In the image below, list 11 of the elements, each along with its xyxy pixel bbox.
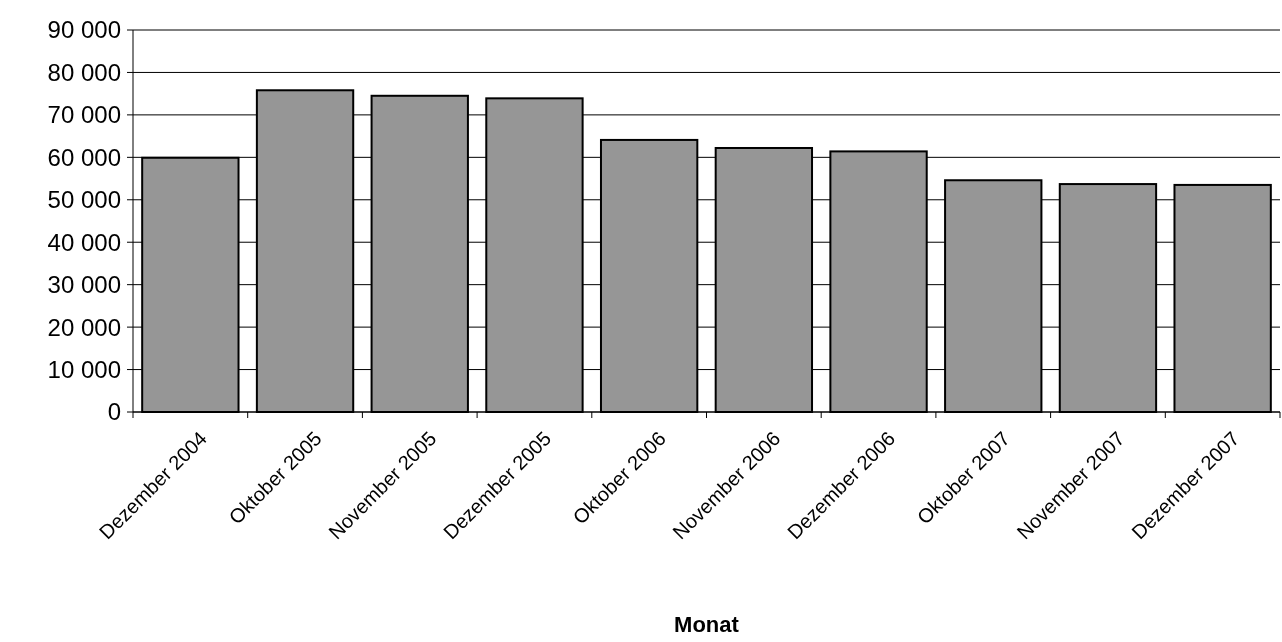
y-tick-label: 90 000 xyxy=(47,16,121,44)
y-tick-label: 0 xyxy=(107,398,121,426)
y-tick-label: 80 000 xyxy=(47,58,121,86)
y-tick-label: 50 000 xyxy=(47,186,121,214)
y-tick-label: 10 000 xyxy=(47,355,121,383)
x-axis-title: Monat xyxy=(674,612,740,637)
y-tick-label: 70 000 xyxy=(47,101,121,129)
y-tick-label: 60 000 xyxy=(47,143,121,171)
y-tick-label: 40 000 xyxy=(47,228,121,256)
y-tick-label: 20 000 xyxy=(47,313,121,341)
y-tick-label: 30 000 xyxy=(47,271,121,299)
